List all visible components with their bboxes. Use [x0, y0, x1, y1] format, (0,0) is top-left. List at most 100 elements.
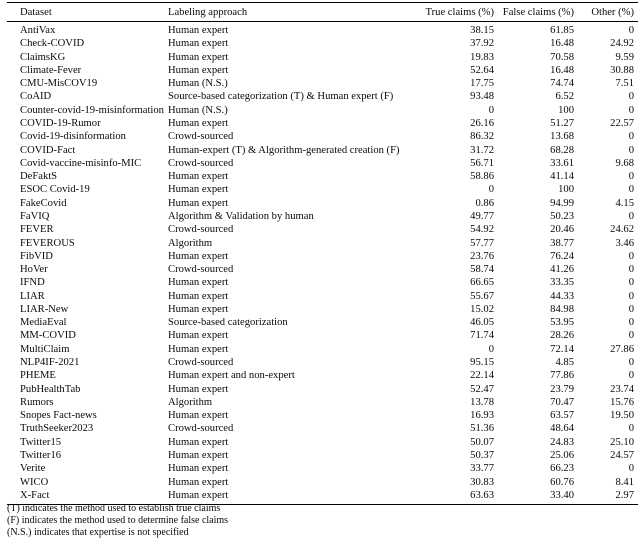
true-claims-cell: 22.14: [470, 370, 494, 382]
true-claims-cell: 95.15: [470, 357, 494, 369]
table-row: MM-COVID Human expert 71.74 28.26 0: [7, 329, 638, 342]
labeling-approach-cell: Human expert: [168, 25, 229, 36]
dataset-name-cell: AntiVax: [20, 25, 56, 36]
false-claims-cell: 70.47: [550, 396, 574, 408]
other-claims-cell: 0: [628, 277, 634, 289]
false-claims-cell: 6.52: [555, 91, 574, 103]
true-claims-cell: 13.78: [470, 396, 494, 408]
labeling-approach-cell: Human expert: [168, 117, 229, 129]
other-claims-cell: 8.41: [615, 476, 634, 488]
true-claims-cell: 54.92: [470, 224, 494, 236]
true-claims-cell: 52.64: [470, 64, 494, 76]
other-claims-cell: 27.86: [610, 343, 634, 355]
table-row: TruthSeeker2023 Crowd-sourced 51.36 48.64 0: [7, 422, 638, 435]
other-claims-cell: 0: [628, 317, 634, 329]
other-claims-cell: 0: [628, 463, 634, 475]
labeling-approach-cell: Human expert: [168, 64, 229, 76]
true-claims-cell: 19.83: [470, 51, 494, 63]
labeling-approach-cell: Human expert: [168, 330, 229, 342]
column-header-other: Other (%): [591, 6, 634, 18]
dataset-name-cell: X-Fact: [20, 489, 50, 501]
dataset-name-cell: Twitter16: [20, 450, 62, 461]
dataset-name-cell: FaVIQ: [20, 210, 50, 222]
other-claims-cell: 4.15: [615, 197, 634, 209]
other-claims-cell: 23.74: [610, 383, 634, 395]
labeling-approach-cell: Human expert: [168, 463, 229, 475]
false-claims-cell: 41.14: [550, 171, 574, 183]
true-claims-cell: 58.74: [470, 264, 494, 276]
labeling-approach-cell: Human expert: [168, 489, 229, 501]
dataset-name-cell: PHEME: [20, 370, 56, 382]
table-row: X-Fact Human expert 63.63 33.40 2.97: [7, 489, 638, 505]
dataset-name-cell: DeFaktS: [20, 171, 58, 183]
table-row: ClaimsKG Human expert 19.83 70.58 9.59: [7, 51, 638, 64]
column-header-dataset: Dataset: [20, 6, 52, 18]
table-header-row: Dataset Labeling approach True claims (%…: [7, 3, 638, 22]
labeling-approach-cell: Crowd-sourced: [168, 423, 234, 435]
dataset-name-cell: HoVer: [20, 264, 48, 276]
false-claims-cell: 38.77: [550, 237, 574, 249]
table-row: LIAR-New Human expert 15.02 84.98 0: [7, 303, 638, 316]
labeling-approach-cell: Source-based categorization: [168, 317, 288, 329]
dataset-name-cell: ESOC Covid-19: [20, 184, 90, 196]
dataset-name-cell: Covid-vaccine-misinfo-MIC: [20, 157, 142, 169]
table-row: Check-COVID Human expert 37.92 16.48 24.92: [7, 37, 638, 50]
dataset-name-cell: MultiClaim: [20, 343, 70, 355]
false-claims-cell: 66.23: [550, 463, 574, 475]
true-claims-cell: 51.36: [470, 423, 494, 435]
table-row: Rumors Algorithm 13.78 70.47 15.76: [7, 396, 638, 409]
true-claims-cell: 55.67: [470, 290, 494, 302]
true-claims-cell: 66.65: [470, 277, 494, 289]
table-row: COVID-Fact Human-expert (T) & Algorithm-g…: [7, 144, 638, 157]
other-claims-cell: 0: [628, 264, 634, 276]
labeling-approach-cell: Human expert: [168, 303, 229, 315]
dataset-name-cell: Verite: [20, 463, 46, 475]
other-claims-cell: 25.10: [610, 436, 634, 448]
table-row: Climate-Fever Human expert 52.64 16.48 30.88: [7, 64, 638, 77]
dataset-name-cell: TruthSeeker2023: [20, 423, 94, 435]
other-claims-cell: 9.59: [615, 51, 634, 63]
true-claims-cell: 0: [488, 184, 494, 196]
table-row: FEVEROUS Algorithm 57.77 38.77 3.46: [7, 237, 638, 250]
column-header-labeling-approach: Labeling approach: [168, 6, 248, 18]
table-row: MediaEval Source-based categorization 46.0…: [7, 316, 638, 329]
table-row: ESOC Covid-19 Human expert 0 100 0: [7, 183, 638, 196]
true-claims-cell: 26.16: [470, 117, 494, 129]
other-claims-cell: 22.57: [610, 117, 634, 129]
dataset-name-cell: Check-COVID: [20, 38, 85, 50]
other-claims-cell: 7.51: [615, 78, 634, 90]
table-row: FakeCovid Human expert 0.86 94.99 4.15: [7, 197, 638, 210]
false-claims-cell: 4.85: [555, 357, 574, 369]
labeling-approach-cell: Algorithm: [168, 396, 213, 408]
table-row: CoAID Source-based categorization (T) & H…: [7, 90, 638, 103]
labeling-approach-cell: Human expert: [168, 277, 229, 289]
dataset-name-cell: CMU-MisCOV19: [20, 78, 98, 90]
labeling-approach-cell: Human expert: [168, 410, 229, 422]
false-claims-cell: 94.99: [550, 197, 574, 209]
table-row: FaVIQ Algorithm & Validation by human 49.7…: [7, 210, 638, 223]
other-claims-cell: 9.68: [615, 157, 634, 169]
table-row: MultiClaim Human expert 0 72.14 27.86: [7, 343, 638, 356]
other-claims-cell: 0: [628, 250, 634, 262]
false-claims-cell: 63.57: [550, 410, 574, 422]
true-claims-cell: 86.32: [470, 131, 494, 143]
table-row: FEVER Crowd-sourced 54.92 20.46 24.62: [7, 223, 638, 236]
labeling-approach-cell: Algorithm: [168, 237, 213, 249]
true-claims-cell: 50.37: [470, 450, 494, 461]
other-claims-cell: 0: [628, 184, 634, 196]
dataset-name-cell: FEVEROUS: [20, 237, 75, 249]
table-row: IFND Human expert 66.65 33.35 0: [7, 276, 638, 289]
false-claims-cell: 61.85: [550, 25, 574, 36]
table-row: FibVID Human expert 23.76 76.24 0: [7, 250, 638, 263]
table-row: HoVer Crowd-sourced 58.74 41.26 0: [7, 263, 638, 276]
false-claims-cell: 20.46: [550, 224, 574, 236]
other-claims-cell: 0: [628, 171, 634, 183]
false-claims-cell: 16.48: [550, 38, 574, 50]
false-claims-cell: 28.26: [550, 330, 574, 342]
other-claims-cell: 3.46: [615, 237, 634, 249]
false-claims-cell: 33.40: [550, 489, 574, 501]
other-claims-cell: 0: [628, 91, 634, 103]
labeling-approach-cell: Crowd-sourced: [168, 224, 234, 236]
true-claims-cell: 16.93: [470, 410, 494, 422]
